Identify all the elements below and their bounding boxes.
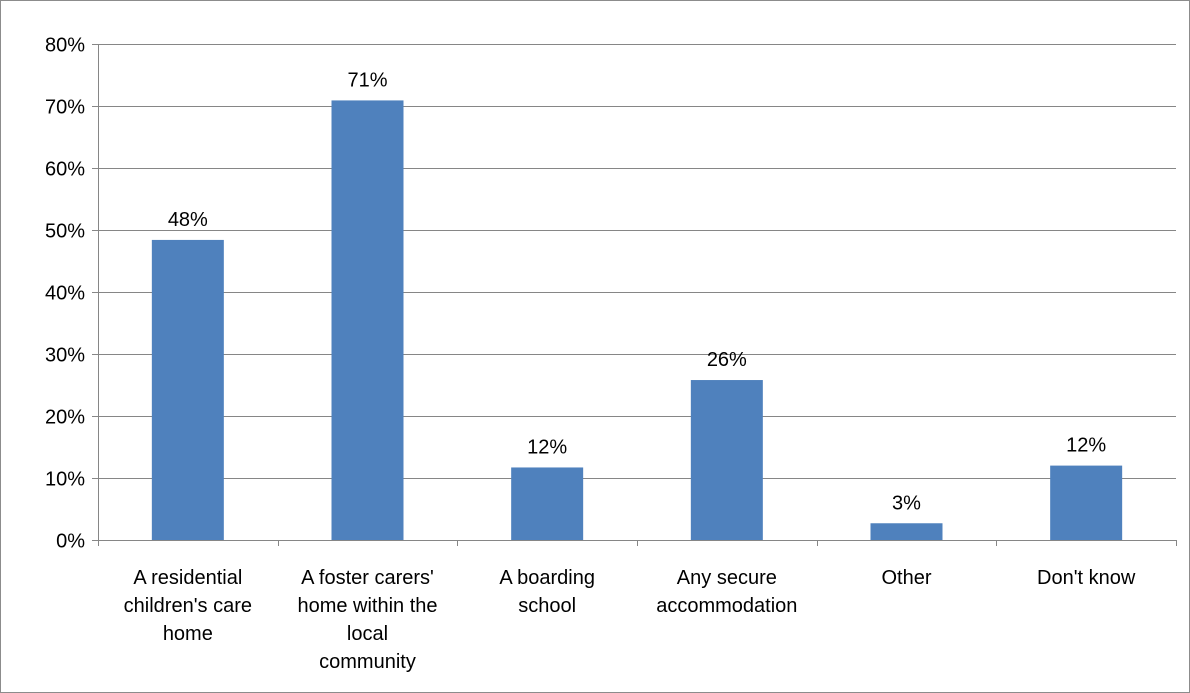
data-label: 3% [892,492,921,514]
data-label: 26% [707,349,747,371]
data-label: 71% [347,69,387,91]
y-tick-label: 30% [45,345,85,367]
x-category-label: Any secure [677,567,777,589]
bar [690,380,763,540]
data-label: 12% [527,436,567,458]
gridlines [98,44,1176,479]
bars [151,100,1123,541]
data-label: 12% [1066,435,1106,457]
data-label: 48% [168,209,208,231]
labels: 0% 10% 20% 30% 40% 50% 60% 70% 80% 48% A residenti… [45,35,1136,674]
x-category-label: local [347,623,388,645]
bar [511,467,584,540]
x-category-label: children's care [124,595,252,617]
y-tick-label: 60% [45,159,85,181]
x-category-label: community [319,651,416,673]
y-tick-label: 0% [56,531,85,553]
x-category-label: accommodation [656,595,797,617]
x-category-label: home within the [297,595,437,617]
x-category-label: A foster carers' [301,567,434,589]
x-category-label: A residential [133,567,242,589]
y-tick-label: 70% [45,97,85,119]
bar [151,239,224,541]
y-tick-label: 20% [45,407,85,429]
x-category-label: Don't know [1037,567,1136,589]
x-category-label: A boarding [499,567,595,589]
axes [92,44,1177,546]
bar [1050,465,1123,540]
bar [870,523,943,540]
y-tick-label: 40% [45,283,85,305]
x-category-label: home [163,623,213,645]
y-tick-label: 10% [45,469,85,491]
x-category-label: school [518,595,576,617]
x-category-label: Other [881,567,931,589]
y-tick-label: 80% [45,35,85,57]
bar [331,100,404,541]
y-tick-label: 50% [45,221,85,243]
